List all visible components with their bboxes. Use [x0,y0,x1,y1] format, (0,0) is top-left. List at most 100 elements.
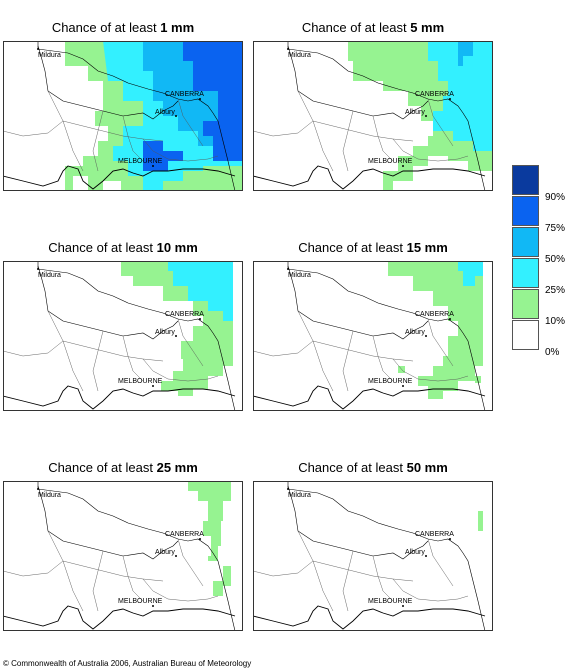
city-mildura: Mildura [287,488,311,499]
rainfall-probability-map: Mildura CANBERRA Albury MELBOURNE [253,481,493,631]
panel-title: Chance of at least 1 mm [51,20,195,35]
map-outline [253,481,486,631]
map-frame [3,481,243,631]
probability-legend: 90% 75% 50% 25% 10% 0% [512,165,570,365]
legend-swatch-50 [512,227,539,257]
svg-text:CANBERRA: CANBERRA [165,311,204,318]
legend-label-90: 90% [545,192,566,203]
rainfall-probability-map: Mildura CANBERRA Albury MELBOURNE [3,261,243,411]
legend-swatch-90 [512,165,539,195]
map-frame [253,481,493,631]
city-canberra: CANBERRA [165,311,204,320]
svg-text:Mildura: Mildura [288,272,311,279]
city-melbourne: MELBOURNE [118,598,163,607]
svg-text:MELBOURNE: MELBOURNE [368,378,413,385]
threshold-value: 50 mm [406,460,448,475]
city-mildura: Mildura [37,268,61,279]
probability-shading [478,511,483,531]
city-albury: Albury [155,329,177,337]
svg-text:MELBOURNE: MELBOURNE [118,378,163,385]
city-canberra: CANBERRA [415,531,454,540]
svg-text:Mildura: Mildura [38,52,61,59]
city-melbourne: MELBOURNE [368,378,413,387]
probability-shading [188,481,231,596]
legend-label-25: 25% [545,285,566,296]
svg-text:MELBOURNE: MELBOURNE [368,158,413,165]
map-panel-1mm: Chance of at least 1 mm Mildura CANBERRA [3,20,243,225]
threshold-value: 15 mm [406,240,448,255]
svg-text:Albury: Albury [405,109,425,116]
city-albury: Albury [155,549,177,557]
probability-shading [121,261,233,396]
map-panel-5mm: Chance of at least 5 mm Mildura CANBERRA… [253,20,493,225]
rainfall-probability-map: Mildura CANBERRA Albury MELBOURNE [3,481,243,631]
city-melbourne: MELBOURNE [118,378,163,387]
city-mildura: Mildura [287,268,311,279]
svg-text:Mildura: Mildura [288,52,311,59]
panel-title: Chance of at least 25 mm [48,460,198,475]
svg-text:MELBOURNE: MELBOURNE [118,158,163,165]
legend-label-0: 0% [545,347,560,358]
svg-text:Albury: Albury [155,329,175,336]
map-outline [253,41,486,191]
map-panel-15mm: Chance of at least 15 mm Mildura CANBERR… [253,240,493,445]
map-panel-10mm: Chance of at least 10 mm Mildura CANBERR… [3,240,243,445]
map-outline [3,41,236,191]
legend-swatch-0 [512,320,539,350]
city-canberra: CANBERRA [165,91,204,100]
svg-text:CANBERRA: CANBERRA [415,311,454,318]
svg-text:Mildura: Mildura [38,272,61,279]
city-melbourne: MELBOURNE [368,158,413,167]
map-panel-50mm: Chance of at least 50 mm Mildura CANBERR… [253,460,493,640]
panel-title: Chance of at least 50 mm [298,460,448,475]
map-frame [3,41,243,191]
svg-text:Albury: Albury [405,549,425,556]
city-albury: Albury [405,549,427,557]
city-mildura: Mildura [37,488,61,499]
city-canberra: CANBERRA [415,91,454,100]
city-albury: Albury [405,329,427,337]
map-outline [3,261,236,411]
svg-text:MELBOURNE: MELBOURNE [118,598,163,605]
map-frame [253,261,493,411]
threshold-value: 5 mm [410,20,445,35]
svg-text:Albury: Albury [155,109,175,116]
legend-label-10: 10% [545,316,566,327]
svg-text:CANBERRA: CANBERRA [165,91,204,98]
city-canberra: CANBERRA [165,531,204,540]
threshold-value: 25 mm [156,460,198,475]
city-albury: Albury [155,109,177,117]
legend-label-50: 50% [545,254,566,265]
probability-shading [65,41,243,191]
legend-swatch-10 [512,289,539,319]
svg-text:MELBOURNE: MELBOURNE [368,598,413,605]
map-frame [3,261,243,411]
map-outline [253,261,486,411]
svg-text:CANBERRA: CANBERRA [415,91,454,98]
city-melbourne: MELBOURNE [368,598,413,607]
legend-swatch-25 [512,258,539,288]
svg-text:CANBERRA: CANBERRA [415,531,454,538]
svg-text:Albury: Albury [405,329,425,336]
city-albury: Albury [405,109,427,117]
panel-title: Chance of at least 15 mm [298,240,448,255]
rainfall-probability-map: Mildura CANBERRA Albury MELBOURNE [3,41,243,191]
city-mildura: Mildura [287,48,311,59]
city-melbourne: MELBOURNE [118,158,163,167]
legend-label-75: 75% [545,223,566,234]
copyright-notice: © Commonwealth of Australia 2006, Austra… [3,659,252,668]
svg-text:Mildura: Mildura [38,492,61,499]
panel-title: Chance of at least 5 mm [301,20,445,35]
map-frame [253,41,493,191]
legend-swatch-75 [512,196,539,226]
probability-shading [388,261,483,399]
svg-text:CANBERRA: CANBERRA [165,531,204,538]
svg-text:Albury: Albury [155,549,175,556]
rainfall-probability-map: Mildura CANBERRA Albury MELBOURNE [253,261,493,411]
city-mildura: Mildura [37,48,61,59]
map-panel-25mm: Chance of at least 25 mm Mildura CANBERR… [3,460,243,640]
threshold-value: 1 mm [160,20,195,35]
map-outline [3,481,236,631]
rainfall-probability-map: Mildura CANBERRA Albury MELBOURNE [253,41,493,191]
city-canberra: CANBERRA [415,311,454,320]
